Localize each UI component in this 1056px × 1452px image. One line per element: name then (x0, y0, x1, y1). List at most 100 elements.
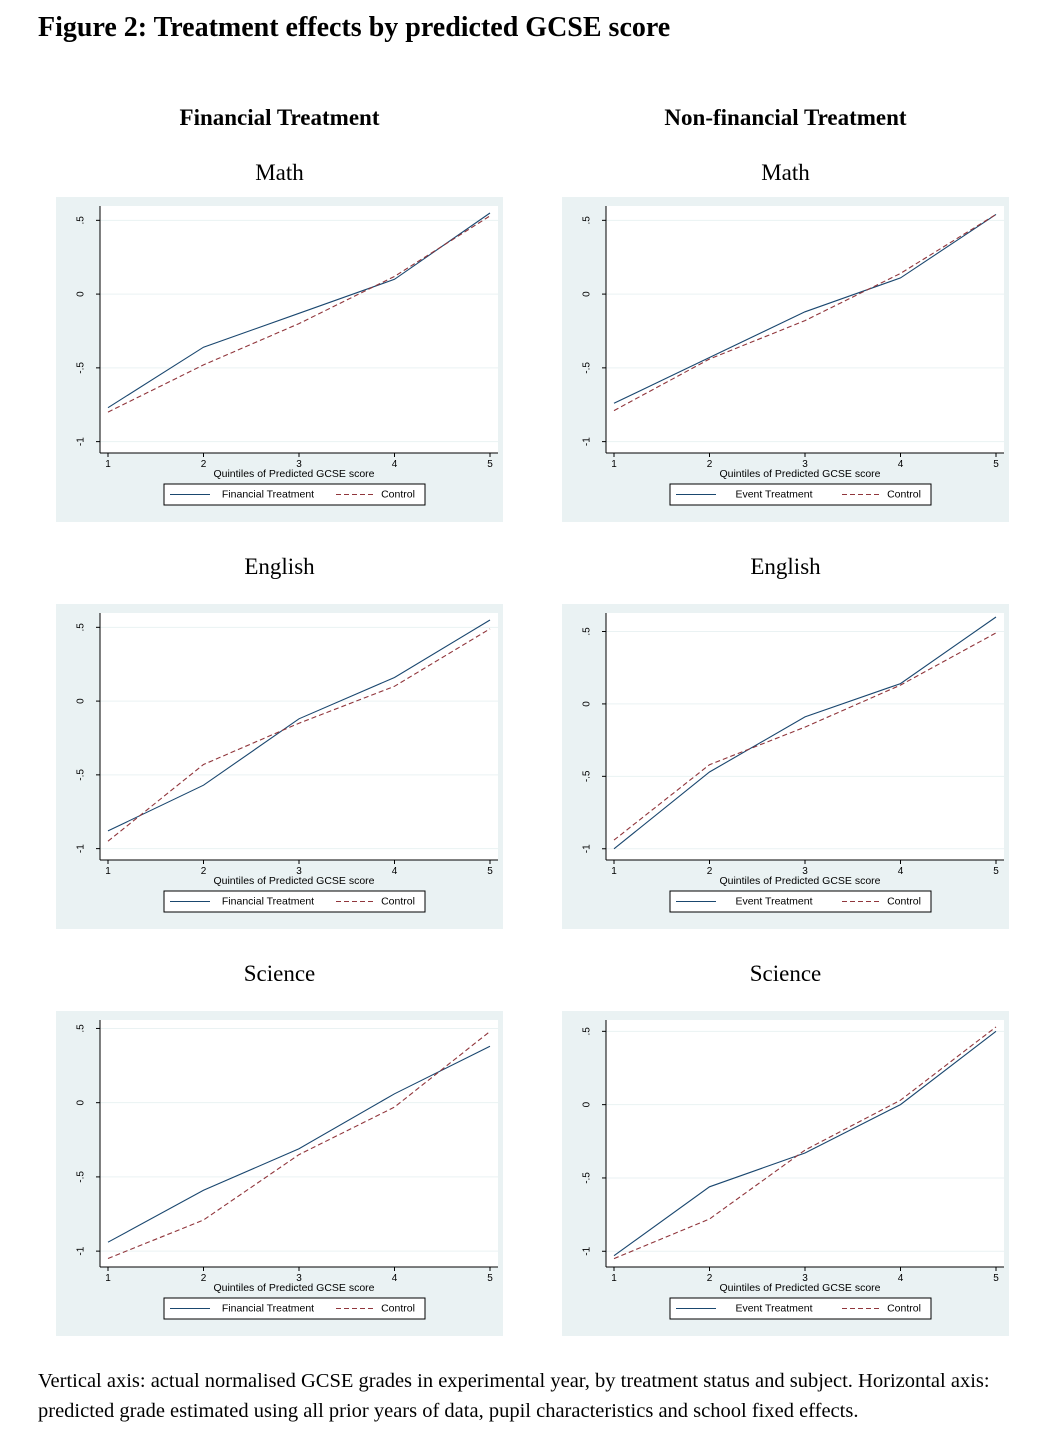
legend-label-control: Control (887, 896, 921, 908)
legend-label-treatment: Event Treatment (735, 896, 812, 908)
y-tick-label: .5 (582, 1027, 593, 1036)
x-axis-title: Quintiles of Predicted GCSE score (719, 875, 880, 887)
x-tick-label: 5 (487, 459, 493, 470)
y-tick-label: 0 (582, 1101, 593, 1107)
plot-area (100, 1020, 498, 1267)
x-tick-label: 1 (611, 866, 617, 877)
x-tick-label: 5 (487, 1273, 493, 1284)
series-line-control (613, 1026, 997, 1260)
chart-panel-science-financial: -1 -.5 0 .5 1 2 3 4 5 Quintiles of Predicted GCSE… (56, 1011, 503, 1336)
chart-svg: -1 -.5 0 .5 1 2 3 4 5 Quintiles of Predicted GCSE… (562, 1011, 1009, 1336)
series-line-treatment (107, 619, 491, 832)
x-tick-label: 3 (802, 866, 808, 877)
series-line-control (107, 215, 491, 413)
chart-svg: -1 -.5 0 .5 1 2 3 4 5 Quintiles of Predicted GCSE… (56, 1011, 503, 1336)
y-tick-label: -.5 (582, 362, 593, 374)
chart-panel-math-non-financial: -1 -.5 0 .5 1 2 3 4 5 Quintiles of Predicted GCSE… (562, 197, 1009, 522)
legend-box (163, 483, 426, 506)
x-tick-label: 4 (392, 1273, 398, 1284)
figure-title: Figure 2: Treatment effects by predicted… (38, 12, 671, 43)
plot-area (606, 1020, 1004, 1267)
plot-area (100, 206, 498, 453)
y-tick-label: .5 (582, 627, 593, 636)
series-line-control (613, 213, 997, 412)
y-tick-label: -.5 (582, 1172, 593, 1184)
plot-area (606, 206, 1004, 453)
panel-title-english-financial: English (244, 554, 315, 579)
chart-panel-math-financial: -1 -.5 0 .5 1 2 3 4 5 Quintiles of Predicted GCSE… (56, 197, 503, 522)
chart-svg: -1 -.5 0 .5 1 2 3 4 5 Quintiles of Predicted GCSE… (56, 604, 503, 929)
y-tick-label: .5 (76, 623, 87, 632)
x-axis-title: Quintiles of Predicted GCSE score (719, 1282, 880, 1294)
x-tick-label: 4 (898, 459, 904, 470)
legend-box (669, 1297, 932, 1320)
x-tick-label: 3 (802, 459, 808, 470)
chart-svg: -1 -.5 0 .5 1 2 3 4 5 Quintiles of Predicted GCSE… (56, 197, 503, 522)
y-tick-label: -.5 (76, 1171, 87, 1183)
x-tick-label: 1 (611, 1273, 617, 1284)
series-line-treatment (613, 1030, 997, 1257)
panel-title-math-financial: Math (255, 160, 304, 185)
chart-panel-english-non-financial: -1 -.5 0 .5 1 2 3 4 5 Quintiles of Predicted GCSE… (562, 604, 1009, 929)
x-tick-label: 2 (707, 1273, 713, 1284)
chart-panel-science-non-financial: -1 -.5 0 .5 1 2 3 4 5 Quintiles of Predicted GCSE… (562, 1011, 1009, 1336)
x-tick-label: 3 (296, 459, 302, 470)
series-line-treatment (107, 212, 491, 409)
y-tick-label: 0 (76, 291, 87, 297)
column-heading-non-financial: Non-financial Treatment (664, 105, 907, 130)
column-heading-financial: Financial Treatment (179, 105, 380, 130)
x-tick-label: 2 (201, 459, 207, 470)
chart-svg: -1 -.5 0 .5 1 2 3 4 5 Quintiles of Predicted GCSE… (562, 197, 1009, 522)
y-tick-label: 0 (76, 1099, 87, 1105)
legend-box (669, 890, 932, 913)
y-tick-label: .5 (76, 1024, 87, 1033)
x-axis-title: Quintiles of Predicted GCSE score (213, 875, 374, 887)
legend-label-control: Control (887, 489, 921, 501)
y-tick-label: 0 (582, 291, 593, 297)
x-tick-label: 3 (296, 1273, 302, 1284)
x-tick-label: 5 (993, 459, 999, 470)
y-tick-label: -1 (582, 844, 593, 853)
legend-label-treatment: Event Treatment (735, 1303, 812, 1315)
legend-label-treatment: Financial Treatment (222, 489, 314, 501)
y-tick-label: -1 (582, 1246, 593, 1255)
x-tick-label: 4 (392, 866, 398, 877)
figure-caption: Vertical axis: actual normalised GCSE gr… (38, 1370, 990, 1422)
x-tick-label: 3 (802, 1273, 808, 1284)
legend-label-treatment: Event Treatment (735, 489, 812, 501)
legend-box (163, 1297, 426, 1320)
legend-box (669, 483, 932, 506)
y-tick-label: -1 (76, 844, 87, 853)
x-tick-label: 3 (296, 866, 302, 877)
x-tick-label: 2 (707, 866, 713, 877)
panel-title-math-non-financial: Math (761, 160, 810, 185)
series-line-control (613, 632, 997, 841)
x-tick-label: 4 (898, 1273, 904, 1284)
x-tick-label: 2 (201, 1273, 207, 1284)
legend-label-control: Control (381, 896, 415, 908)
x-axis-title: Quintiles of Predicted GCSE score (213, 468, 374, 480)
legend-label-control: Control (381, 489, 415, 501)
series-line-treatment (613, 616, 997, 850)
y-tick-label: 0 (76, 698, 87, 704)
chart-svg: -1 -.5 0 .5 1 2 3 4 5 Quintiles of Predicted GCSE… (562, 604, 1009, 929)
series-line-treatment (613, 213, 997, 404)
x-tick-label: 1 (611, 459, 617, 470)
legend-box (163, 890, 426, 913)
panel-title-science-non-financial: Science (749, 961, 822, 986)
y-tick-label: -1 (582, 437, 593, 446)
legend-label-treatment: Financial Treatment (222, 896, 314, 908)
panel-title-science-financial: Science (243, 961, 316, 986)
chart-panel-english-financial: -1 -.5 0 .5 1 2 3 4 5 Quintiles of Predicted GCSE… (56, 604, 503, 929)
legend-label-treatment: Financial Treatment (222, 1303, 314, 1315)
x-tick-label: 1 (105, 1273, 111, 1284)
x-tick-label: 1 (105, 459, 111, 470)
y-tick-label: -.5 (76, 769, 87, 781)
y-tick-label: .5 (582, 216, 593, 225)
x-tick-label: 4 (898, 866, 904, 877)
y-tick-label: -.5 (76, 362, 87, 374)
panel-title-english-non-financial: English (750, 554, 821, 579)
y-tick-label: .5 (76, 216, 87, 225)
x-axis-title: Quintiles of Predicted GCSE score (213, 1282, 374, 1294)
series-line-control (107, 1030, 491, 1260)
